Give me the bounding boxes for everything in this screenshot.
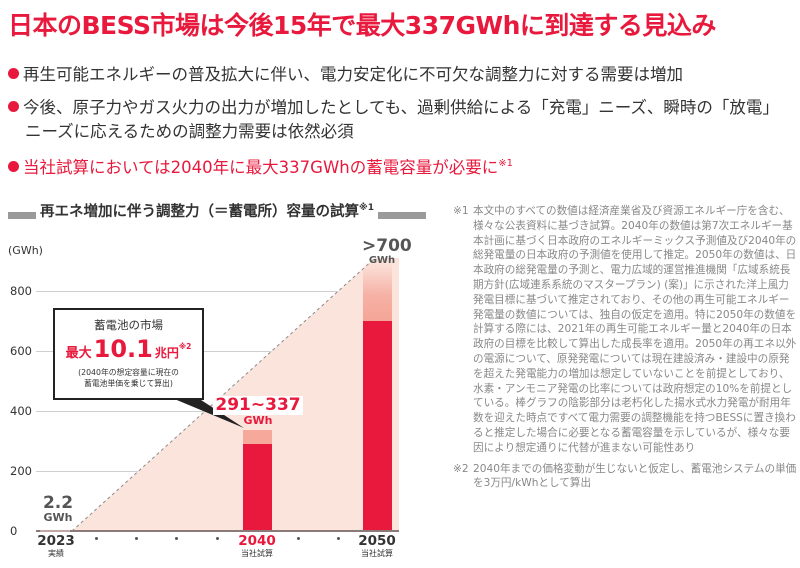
bullet-estimate-highlight: 当社試算においては2040年に最大337GWhの蓄電容量が必要に※1 [8,152,513,180]
bullet-demand-increase: 再生可能エネルギーの普及拡大に伴い、電力安定化に不可欠な調整力に対する需要は増加 [8,63,683,87]
gridline-800 [36,291,399,292]
bar-2040-base [243,444,272,531]
bar-2023 [40,530,70,532]
bullet-charge-discharge-needs: 今後、原子力やガス火力の出力が増加したとしても、過剰供給による「充電」ニーズ、瞬… [8,96,779,144]
x-axis-baseline [36,530,399,532]
x-dot [337,537,340,540]
y-tick-0: 0 [10,524,18,538]
footnote-2: ※2 2040年までの価格変動が生じないと仮定し、蓄電池システムの単価を3万円/… [453,462,797,490]
bar-2050-shaded-range [363,262,392,321]
x-dot [95,537,98,540]
market-size-callout: 蓄電池の市場 最大10.1 兆円※2 (2040年の想定容量に現在の 蓄電池単価を… [53,308,204,400]
x-dot [135,537,138,540]
page-title: 日本のBESS市場は今後15年で最大337GWhに到達する見込み [8,11,716,40]
footnotes: ※1 本文中のすべての数値は経済産業省及び資源エネルギー庁を含む、様々な公表資料… [453,204,798,491]
bullet-dot-icon [8,161,19,172]
x-tick-2040: 2040 当社試算 [238,533,276,558]
y-axis-unit-label: (GWh) [8,244,43,257]
x-dot [216,537,219,540]
bar-2050-base [363,321,392,531]
y-tick-600: 600 [10,344,32,358]
value-label-2050: >700 GWh [362,236,412,267]
x-tick-2023: 2023 実績 [37,533,75,558]
value-label-2023: 2.2 GWh [42,493,74,524]
market-size-value: 最大10.1 兆円※2 [65,335,192,363]
x-tick-2050: 2050 当社試算 [358,533,396,558]
chart-title: 再エネ増加に伴う調整力（＝蓄電所）容量の試算※1 [36,198,379,220]
gridline-600 [36,351,399,352]
y-tick-200: 200 [10,464,32,478]
bar-2040-upper-range [243,430,272,444]
bullet-dot-icon [8,101,19,112]
x-dot [297,537,300,540]
value-label-2040: 291~337 GWh [213,395,303,427]
y-tick-800: 800 [10,284,32,298]
x-dot [175,537,178,540]
footnote-1: ※1 本文中のすべての数値は経済産業省及び資源エネルギー庁を含む、様々な公表資料… [453,205,797,454]
y-tick-400: 400 [10,404,32,418]
bullet-dot-icon [8,68,19,79]
